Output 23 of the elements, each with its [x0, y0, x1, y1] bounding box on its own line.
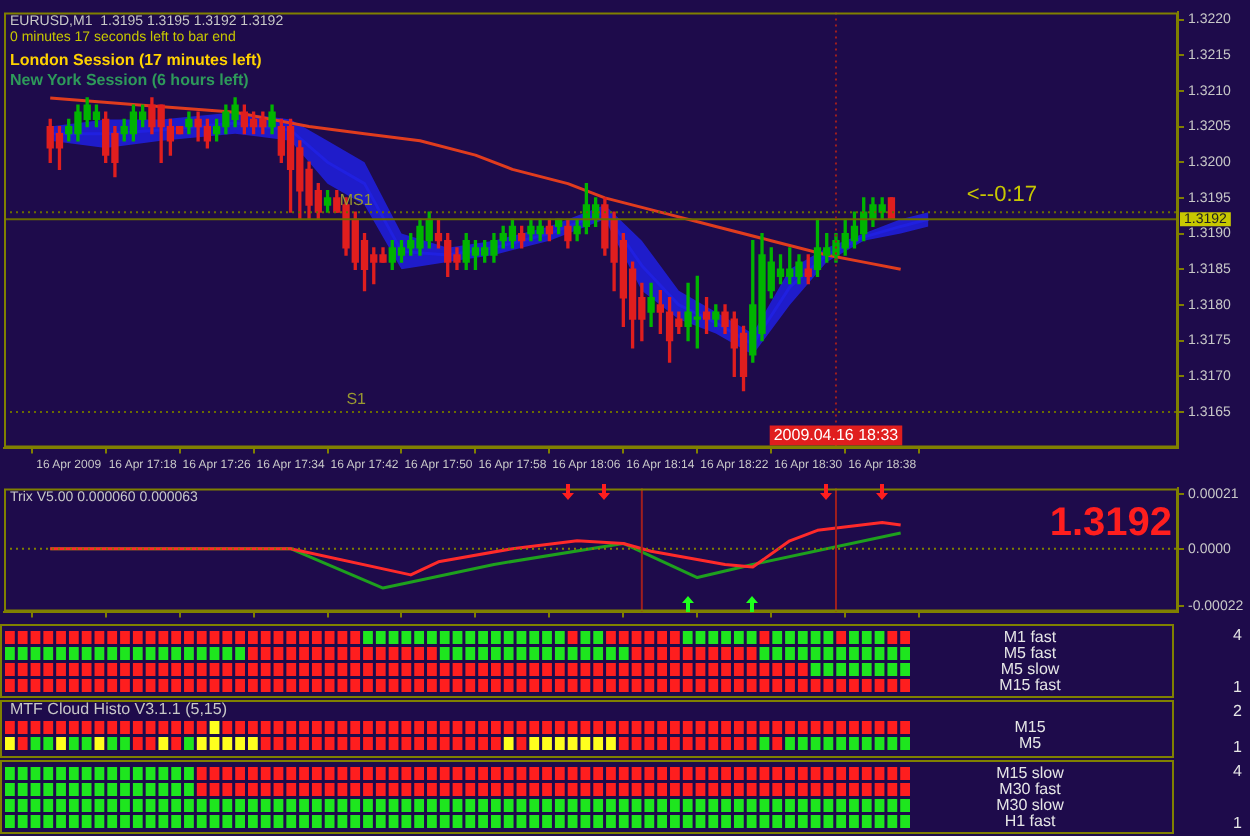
- text: M30 slow: [994, 796, 1066, 814]
- annotation: London Session (17 minutes left): [10, 50, 263, 69]
- text: 2: [1233, 702, 1242, 720]
- text: M5 fast: [1001, 644, 1059, 662]
- text: 1: [1233, 738, 1242, 756]
- text: M1 fast: [1001, 628, 1059, 646]
- text: M5: [1016, 734, 1044, 752]
- ref-line-label: 2009.04.16 18:33: [773, 426, 900, 445]
- text: MTF Cloud Histo V3.1.1 (5,15): [10, 700, 227, 718]
- annotation: New York Session (6 hours left): [10, 70, 250, 89]
- text: 4: [1233, 626, 1242, 644]
- ref-line-label: S1: [346, 390, 368, 409]
- annotation: <--0:17: [966, 183, 1038, 208]
- annotation: 1.3192: [1049, 501, 1172, 546]
- text: M5 slow: [998, 660, 1062, 678]
- text: 1: [1233, 678, 1242, 696]
- text: 4: [1233, 762, 1242, 780]
- text: M15: [1012, 718, 1048, 736]
- text: H1 fast: [1002, 812, 1058, 830]
- text: 1: [1233, 814, 1242, 832]
- text: M15 fast: [997, 676, 1063, 694]
- text: M30 fast: [997, 780, 1063, 798]
- text: M15 slow: [994, 764, 1066, 782]
